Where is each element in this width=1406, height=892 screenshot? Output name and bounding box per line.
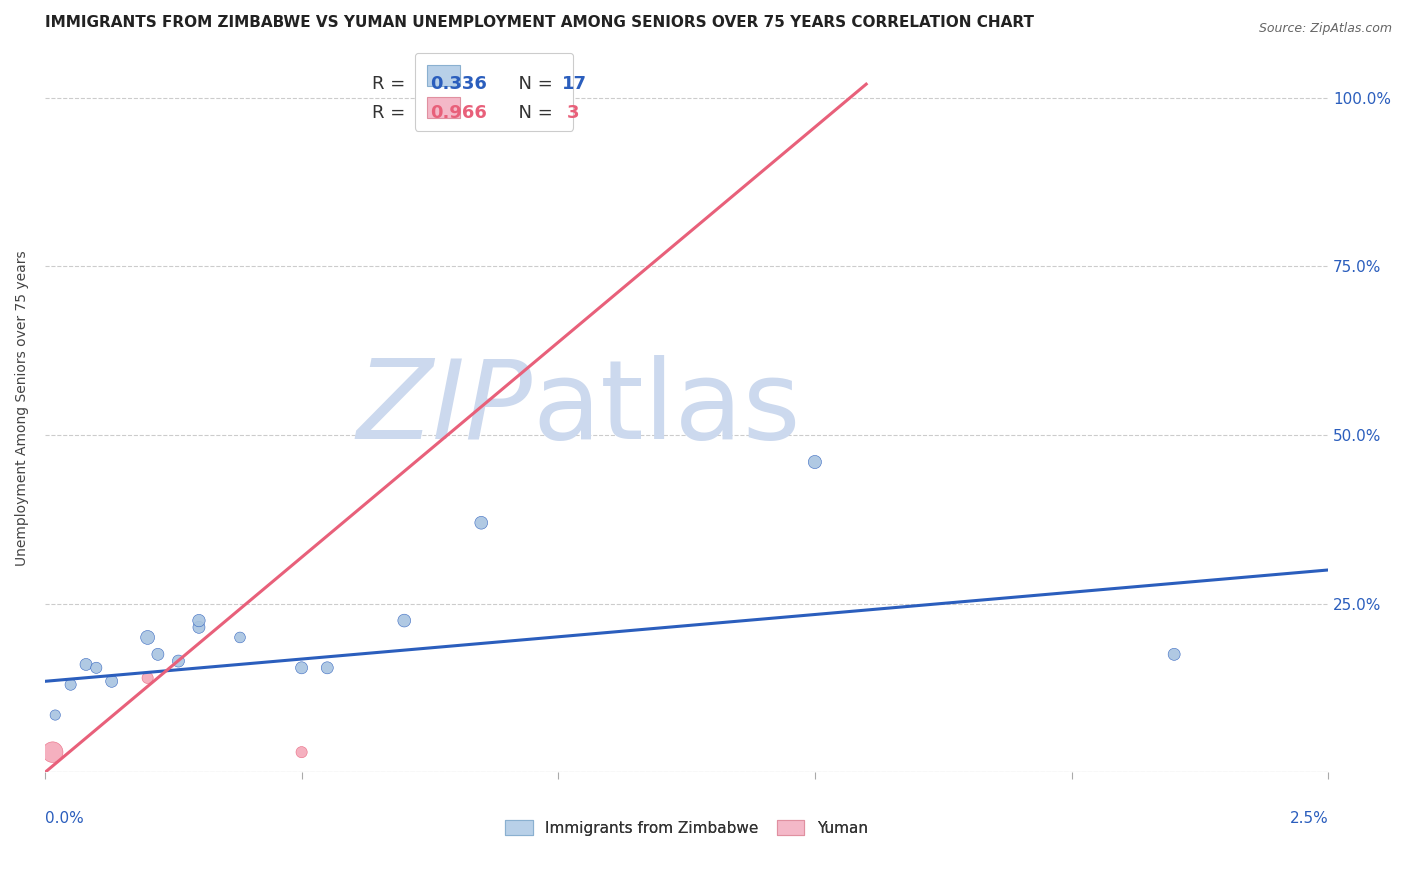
Text: 0.0%: 0.0% xyxy=(45,812,84,826)
Point xyxy=(1163,648,1185,662)
Point xyxy=(84,661,107,675)
Text: IMMIGRANTS FROM ZIMBABWE VS YUMAN UNEMPLOYMENT AMONG SENIORS OVER 75 YEARS CORRE: IMMIGRANTS FROM ZIMBABWE VS YUMAN UNEMPL… xyxy=(45,15,1033,30)
Text: N =: N = xyxy=(508,103,564,122)
Text: 2.5%: 2.5% xyxy=(1289,812,1329,826)
Legend: Immigrants from Zimbabwe, Yuman: Immigrants from Zimbabwe, Yuman xyxy=(496,811,877,845)
Text: 0.966: 0.966 xyxy=(430,103,486,122)
Point xyxy=(75,657,97,672)
Text: atlas: atlas xyxy=(533,354,801,461)
Point xyxy=(100,674,122,689)
Text: N =: N = xyxy=(508,75,558,93)
Point xyxy=(470,516,492,530)
Point xyxy=(291,661,314,675)
Point xyxy=(167,654,190,668)
Point xyxy=(804,455,827,469)
Point xyxy=(136,631,159,645)
Y-axis label: Unemployment Among Seniors over 75 years: Unemployment Among Seniors over 75 years xyxy=(15,251,30,566)
Point xyxy=(59,678,82,692)
Point xyxy=(316,661,339,675)
Text: R =: R = xyxy=(373,103,411,122)
Point xyxy=(188,614,211,628)
Point xyxy=(146,648,169,662)
Point xyxy=(136,671,159,685)
Point xyxy=(44,708,66,723)
Text: Source: ZipAtlas.com: Source: ZipAtlas.com xyxy=(1258,22,1392,36)
Text: 3: 3 xyxy=(567,103,579,122)
Text: 0.336: 0.336 xyxy=(430,75,486,93)
Point xyxy=(394,614,416,628)
Point xyxy=(229,631,252,645)
Text: ZIP: ZIP xyxy=(357,354,533,461)
Text: R =: R = xyxy=(373,75,411,93)
Point xyxy=(188,620,211,634)
Text: 17: 17 xyxy=(562,75,588,93)
Point xyxy=(41,745,63,759)
Point xyxy=(291,745,314,759)
